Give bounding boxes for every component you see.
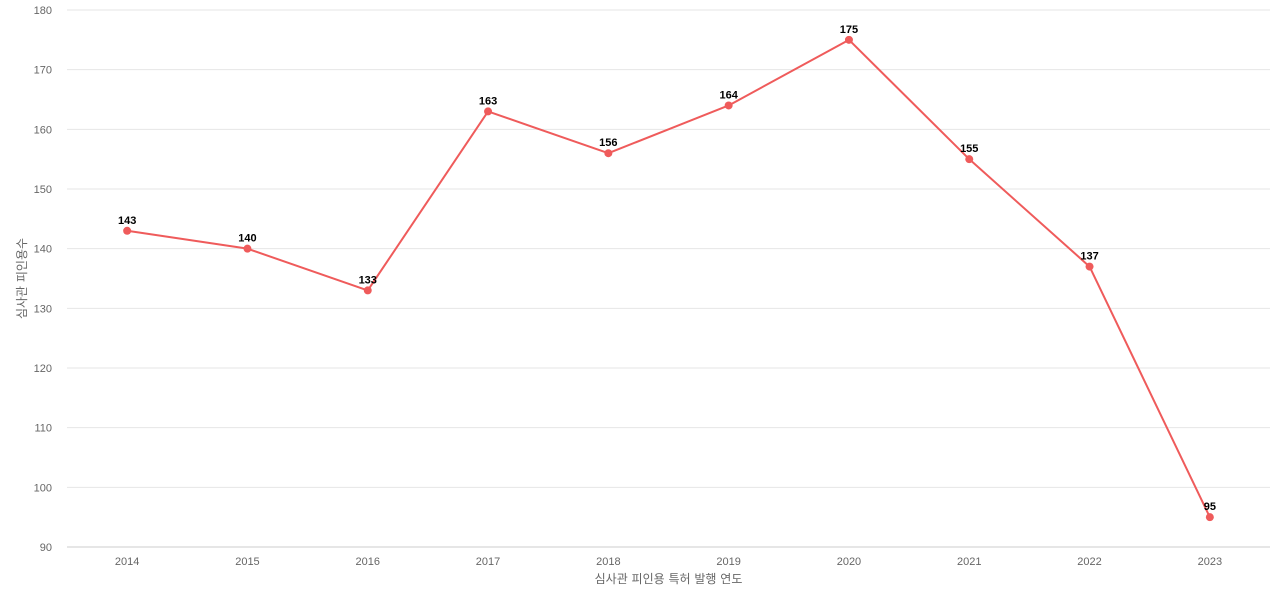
data-label: 137 xyxy=(1080,251,1098,263)
data-point[interactable] xyxy=(243,244,252,253)
x-tick-label: 2021 xyxy=(957,556,981,568)
series-line xyxy=(127,38,1211,518)
x-tick-label: 2017 xyxy=(476,556,500,568)
data-point[interactable] xyxy=(724,101,733,110)
y-tick-label: 90 xyxy=(40,542,52,554)
data-point[interactable] xyxy=(1085,262,1094,271)
y-tick-label: 100 xyxy=(34,482,52,494)
data-point[interactable] xyxy=(965,155,974,164)
data-label: 95 xyxy=(1204,501,1216,513)
data-label: 156 xyxy=(599,137,617,149)
y-axis-ticks: 90 100 110 120 130 140 150 160 170 180 xyxy=(34,5,52,554)
y-tick-label: 140 xyxy=(34,244,52,256)
x-axis-title: 심사관 피인용 특허 발행 연도 xyxy=(595,571,743,586)
data-label: 155 xyxy=(960,143,978,155)
data-label: 175 xyxy=(840,24,858,36)
x-axis-ticks: 2014 2015 2016 2017 2018 2019 2020 2021 2022 2023 xyxy=(115,556,1222,568)
grid-lines xyxy=(67,9,1270,548)
data-labels: 143 140 133 163 156 164 175 155 137 95 xyxy=(118,24,1216,513)
x-tick-label: 2018 xyxy=(596,556,620,568)
series-layer xyxy=(123,35,1214,522)
x-tick-label: 2022 xyxy=(1077,556,1101,568)
x-tick-label: 2023 xyxy=(1198,556,1222,568)
data-point[interactable] xyxy=(484,107,493,116)
x-tick-label: 2015 xyxy=(235,556,259,568)
data-point[interactable] xyxy=(363,286,372,295)
y-tick-label: 110 xyxy=(34,423,52,435)
y-tick-label: 160 xyxy=(34,124,52,136)
y-tick-label: 130 xyxy=(34,303,52,315)
data-point[interactable] xyxy=(844,35,853,44)
y-tick-label: 170 xyxy=(34,65,52,77)
x-tick-label: 2016 xyxy=(356,556,380,568)
y-axis-title: 심사관 피인용수 xyxy=(15,238,29,319)
data-label: 143 xyxy=(118,215,136,227)
data-label: 163 xyxy=(479,95,497,107)
x-tick-label: 2019 xyxy=(716,556,740,568)
data-point[interactable] xyxy=(123,226,132,235)
y-tick-label: 120 xyxy=(34,363,52,375)
data-point[interactable] xyxy=(1205,513,1214,522)
y-tick-label: 180 xyxy=(34,5,52,17)
x-tick-label: 2014 xyxy=(115,556,139,568)
y-tick-label: 150 xyxy=(34,184,52,196)
data-label: 164 xyxy=(719,89,738,101)
data-label: 133 xyxy=(359,274,377,286)
data-label: 140 xyxy=(238,233,256,245)
data-point[interactable] xyxy=(604,149,613,158)
x-tick-label: 2020 xyxy=(837,556,861,568)
